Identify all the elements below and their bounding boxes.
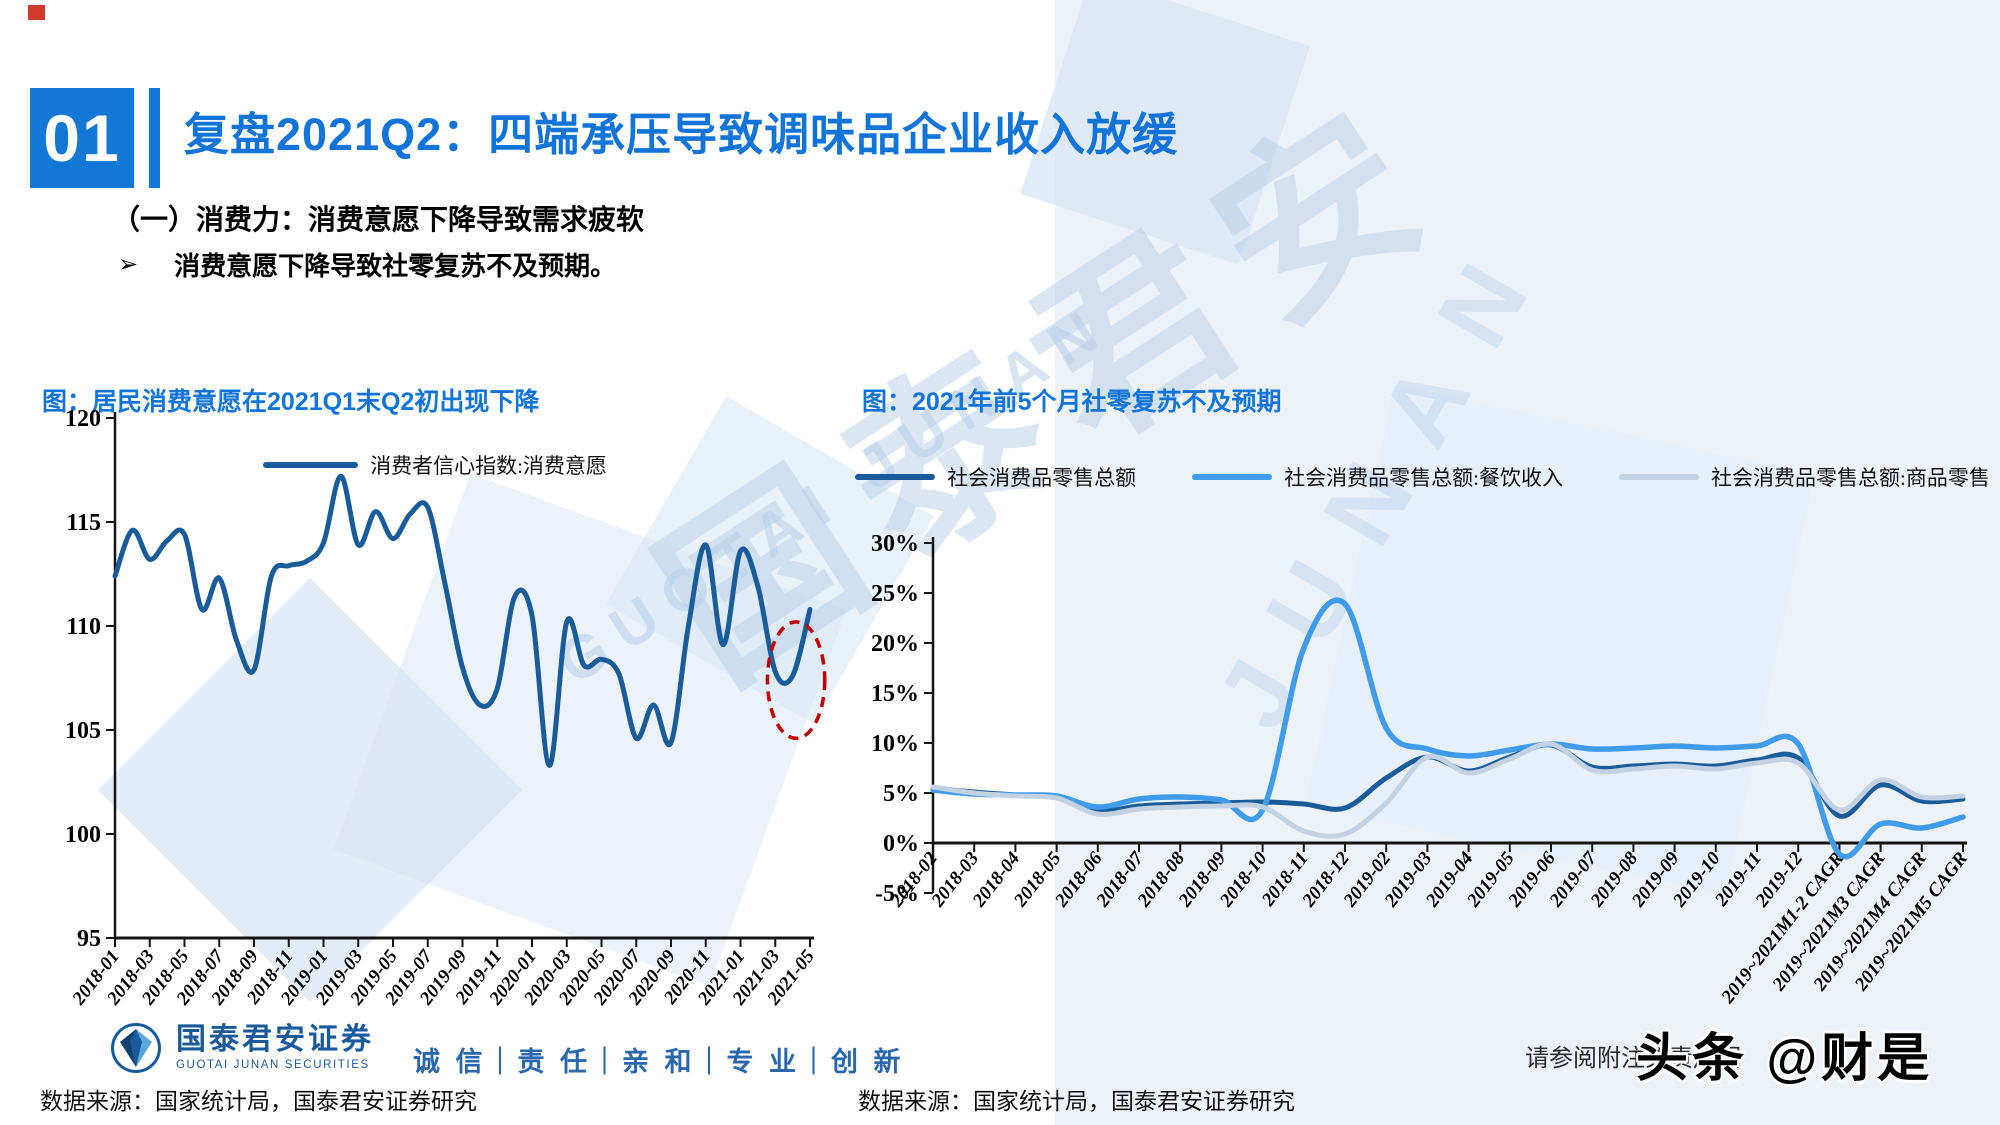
y-tick-label: 5% bbox=[883, 781, 919, 807]
y-tick-label: 30% bbox=[871, 531, 919, 557]
legend-label: 社会消费品零售总额 bbox=[947, 466, 1137, 490]
consumer-confidence-chart: 120 115 110 105 100 95 2018-01 2018-03 2018-05 20… bbox=[20, 400, 850, 1030]
decline-highlight-ellipse bbox=[765, 620, 827, 741]
chart-svg: 30%25%20%15%10%5%0%-5%2018-022018-032018… bbox=[871, 531, 1972, 1008]
data-source-left: 数据来源：国家统计局，国泰君安证券研究 bbox=[40, 1088, 477, 1114]
series-line bbox=[112, 473, 813, 768]
y-tick-label: 20% bbox=[871, 631, 919, 657]
page-title: 复盘2021Q2：四端承压导致调味品企业收入放缓 bbox=[184, 109, 1179, 160]
y-tick-label: -5% bbox=[875, 881, 919, 907]
company-motto: 诚 信｜责 任｜亲 和｜专 业｜创 新 bbox=[413, 1047, 905, 1077]
y-tick-label: 95 bbox=[77, 926, 101, 952]
legend-line-swatch bbox=[855, 474, 936, 480]
logo-en: GUOTAI JUNAN SECURITIES bbox=[176, 1059, 370, 1071]
y-tick-label: 15% bbox=[871, 681, 919, 707]
bullet-text: 消费意愿下降导致社零复苏不及预期。 bbox=[174, 251, 617, 281]
y-tick-label: 0% bbox=[883, 831, 919, 857]
y-tick-label: 10% bbox=[871, 731, 919, 757]
section-number: 01 bbox=[43, 101, 121, 175]
legend-label: 社会消费品零售总额:商品零售 bbox=[1711, 466, 1990, 490]
logo-cn: 国泰君安证券 bbox=[176, 1023, 374, 1056]
legend-label: 消费者信心指数:消费意愿 bbox=[370, 454, 607, 478]
data-source-right: 数据来源：国家统计局，国泰君安证券研究 bbox=[858, 1088, 1295, 1114]
left-chart-legend: 消费者信心指数:消费意愿 bbox=[30, 450, 840, 480]
right-chart-legend: 社会消费品零售总额 社会消费品零售总额:餐饮收入 社会消费品零售总额:商品零售 bbox=[850, 462, 1995, 492]
legend-label: 社会消费品零售总额:餐饮收入 bbox=[1284, 466, 1563, 490]
series-line bbox=[930, 597, 1966, 860]
bullet-arrow-icon: ➢ bbox=[118, 251, 139, 278]
legend-item: 消费者信心指数:消费意愿 bbox=[263, 450, 607, 480]
legend-item: 社会消费品零售总额:餐饮收入 bbox=[1192, 462, 1563, 492]
logo-text-block: 国泰君安证券 GUOTAI JUNAN SECURITIES bbox=[176, 1023, 374, 1072]
bullet-row: ➢ 消费意愿下降导致社零复苏不及预期。 bbox=[118, 246, 616, 283]
series-line bbox=[930, 741, 1966, 839]
watermark-badge: 头条 @财是 bbox=[1636, 1030, 1934, 1088]
legend-line-swatch bbox=[1192, 474, 1273, 480]
section-number-box: 01 bbox=[30, 88, 134, 188]
legend-line-swatch bbox=[1619, 474, 1699, 480]
left-chart-title: 图：居民消费意愿在2021Q1末Q2初出现下降 bbox=[42, 388, 540, 416]
red-corner-mark bbox=[28, 5, 45, 20]
y-tick-label: 25% bbox=[871, 581, 919, 607]
retail-sales-chart: 30% 25% 20% 15% 10% 5% 0% -5% 2018-02 2018-03 2018… bbox=[845, 525, 1997, 1125]
company-logo: 国泰君安证券 GUOTAI JUNAN SECURITIES bbox=[110, 1022, 374, 1074]
disclaimer-note: 请参阅附注免责声明 bbox=[1525, 1045, 1741, 1072]
legend-item: 社会消费品零售总额 bbox=[855, 462, 1136, 492]
background-diamond bbox=[1020, 0, 1310, 265]
chart-svg: 120115110105100952018-012018-032018-0520… bbox=[65, 406, 827, 1010]
y-tick-label: 110 bbox=[66, 614, 101, 640]
right-chart-title: 图：2021年前5个月社零复苏不及预期 bbox=[862, 388, 1282, 416]
y-tick-label: 115 bbox=[66, 510, 101, 536]
y-tick-label: 105 bbox=[65, 718, 101, 744]
y-tick-label: 120 bbox=[65, 406, 101, 432]
section-subtitle: （一）消费力：消费意愿下降导致需求疲软 bbox=[112, 204, 645, 235]
y-tick-label: 100 bbox=[65, 822, 101, 848]
header-accent-bar bbox=[149, 88, 160, 188]
guotai-junan-logo-icon bbox=[111, 1023, 161, 1073]
legend-line-swatch bbox=[263, 462, 359, 468]
legend-item: 社会消费品零售总额:商品零售 bbox=[1619, 462, 1990, 492]
